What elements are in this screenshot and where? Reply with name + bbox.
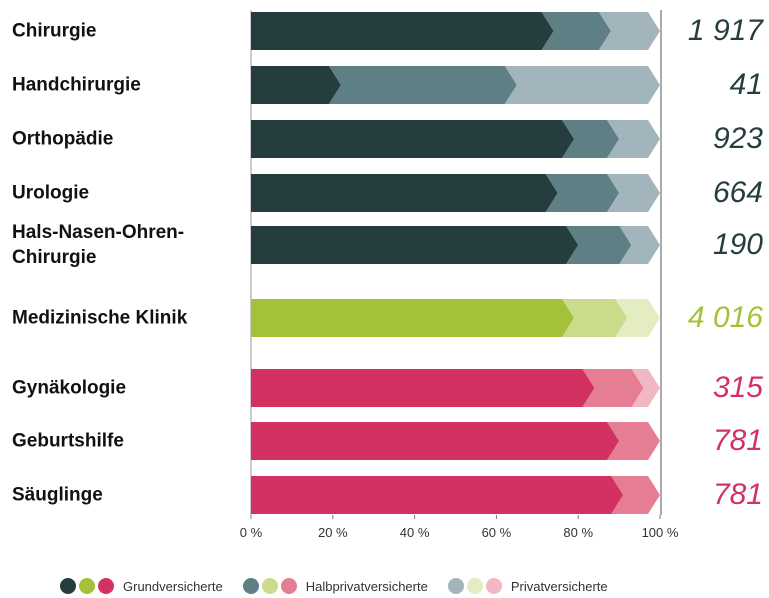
x-tick-label: 40 % xyxy=(399,525,430,540)
bar-segment xyxy=(598,12,660,50)
legend-swatch xyxy=(466,578,483,594)
bar-segment xyxy=(251,226,579,264)
total-label: 664 xyxy=(712,176,763,209)
bar-segment xyxy=(607,174,660,212)
legend-label: Grundversicherte xyxy=(123,578,223,594)
legend-item: Grundversicherte xyxy=(60,578,223,594)
bar-segment xyxy=(607,422,660,460)
bar-segment xyxy=(631,369,660,407)
legend: Grundversicherte Halbprivatversicherte Pri… xyxy=(60,578,628,594)
bar-segment xyxy=(328,66,517,104)
bar-segment xyxy=(251,369,595,407)
legend-item: Halbprivatversicherte xyxy=(242,578,428,594)
category-label: Gynäkologie xyxy=(12,377,127,399)
total-label: 923 xyxy=(712,122,763,155)
legend-swatch xyxy=(79,578,95,594)
legend-swatch xyxy=(60,578,76,594)
bar-segment xyxy=(615,299,660,337)
total-label: 781 xyxy=(712,478,763,511)
total-label: 4 016 xyxy=(687,301,763,334)
bar-segment xyxy=(562,299,628,337)
bar-segment xyxy=(251,120,575,158)
category-label: Urologie xyxy=(12,182,90,204)
legend-item: Privatversicherte xyxy=(447,578,608,594)
bar-segment xyxy=(607,120,660,158)
bar-segment xyxy=(619,226,660,264)
bar-segment xyxy=(251,476,624,514)
legend-label: Privatversicherte xyxy=(510,578,608,594)
bar-segment xyxy=(562,120,620,158)
category-label: Medizinische Klinik xyxy=(12,307,188,329)
bar-segment xyxy=(545,174,620,212)
bar-segment xyxy=(582,369,644,407)
category-label: Hals-Nasen-Ohren-Chirurgie xyxy=(12,222,185,268)
legend-swatch xyxy=(447,578,464,594)
category-label: Geburtshilfe xyxy=(12,430,124,452)
category-label: Säuglinge xyxy=(12,484,103,506)
total-label: 781 xyxy=(712,424,763,457)
bar-segment xyxy=(251,66,341,104)
bar-segment xyxy=(611,476,660,514)
bar-segment xyxy=(251,12,554,50)
category-label: Handchirurgie xyxy=(12,74,141,96)
legend-swatch xyxy=(261,578,278,594)
x-tick-label: 20 % xyxy=(317,525,348,540)
total-label: 315 xyxy=(712,371,763,404)
total-label: 1 917 xyxy=(687,14,763,47)
total-label: 190 xyxy=(712,228,763,261)
bar-segment xyxy=(251,422,620,460)
legend-swatch xyxy=(280,578,297,594)
legend-label: Halbprivatversicherte xyxy=(305,578,428,594)
x-tick-label: 100 % xyxy=(641,525,679,540)
x-tick-label: 60 % xyxy=(481,525,512,540)
legend-swatch xyxy=(242,578,259,594)
bar-segment xyxy=(504,66,660,104)
category-label: Chirurgie xyxy=(12,20,97,42)
category-label: Orthopädie xyxy=(12,128,114,150)
bar-segment xyxy=(251,299,575,337)
bar-segment xyxy=(251,174,558,212)
bar-segment xyxy=(566,226,632,264)
legend-swatch xyxy=(98,578,114,594)
legend-swatch xyxy=(485,578,502,594)
total-label: 41 xyxy=(729,68,763,101)
x-tick-label: 80 % xyxy=(563,525,594,540)
x-tick-label: 0 % xyxy=(239,525,263,540)
bar-segment xyxy=(541,12,611,50)
